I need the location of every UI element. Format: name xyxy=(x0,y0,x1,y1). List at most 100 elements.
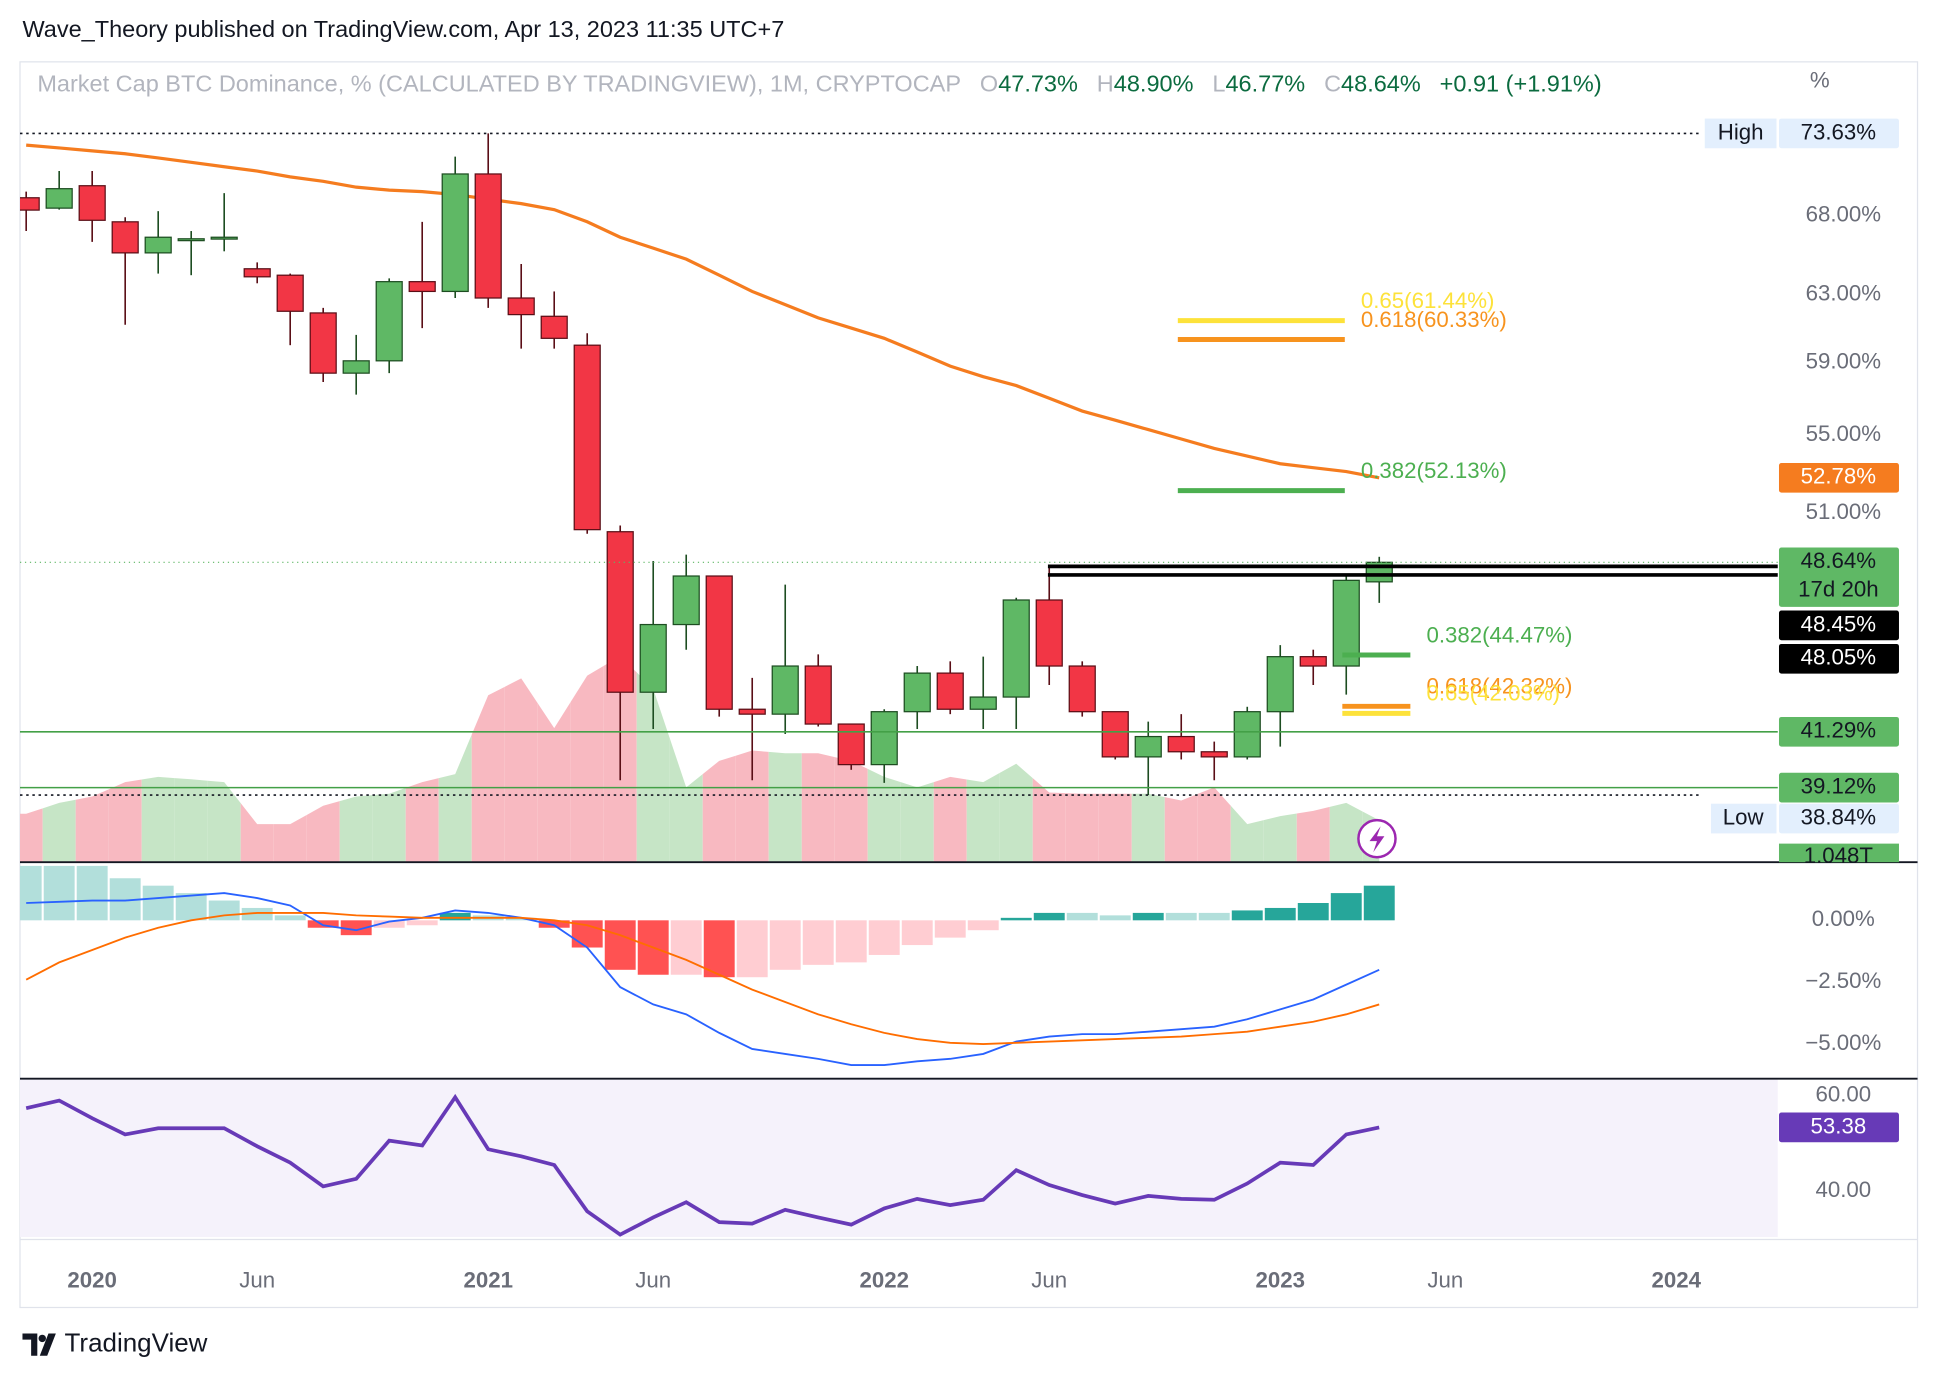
candle-body xyxy=(1233,711,1261,758)
price-tag: 48.64% xyxy=(1801,548,1876,573)
macd-histogram-bar xyxy=(1033,912,1065,921)
volume-area xyxy=(141,776,175,863)
axis-unit: % xyxy=(1810,68,1830,93)
legend: Market Cap BTC Dominance, % (CALCULATED … xyxy=(37,71,1601,97)
x-tick-label: Jun xyxy=(1427,1267,1463,1292)
x-tick-label: Jun xyxy=(635,1267,671,1292)
support-tag-bg xyxy=(1778,772,1899,803)
low-tag: 38.84% xyxy=(1801,804,1876,829)
level-tag: 48.05% xyxy=(1801,645,1876,670)
volume-area xyxy=(570,665,604,863)
volume-area xyxy=(933,776,967,863)
candle-body xyxy=(870,711,898,766)
candle-body xyxy=(738,708,766,715)
macd-histogram-bar xyxy=(835,920,867,963)
volume-area xyxy=(306,801,340,863)
macd-histogram-bar xyxy=(769,920,801,970)
price-tag-bg xyxy=(1778,547,1899,607)
legend-value: 46.77% xyxy=(1225,71,1305,97)
rsi-band xyxy=(19,1078,1778,1237)
candle-body xyxy=(507,297,535,316)
volume-area xyxy=(1164,793,1198,863)
volume-area xyxy=(108,779,142,863)
low-tag-bg xyxy=(1778,803,1899,834)
publisher-line: Wave_Theory published on TradingView.com… xyxy=(22,16,784,42)
macd-histogram-bar xyxy=(439,912,471,921)
legend-title: Market Cap BTC Dominance, % (CALCULATED … xyxy=(37,71,961,97)
y-tick-label: 68.00% xyxy=(1806,202,1881,227)
candle-body xyxy=(573,344,601,531)
macd-histogram-bar xyxy=(1066,912,1098,921)
macd-line xyxy=(26,892,1380,1066)
signal-line xyxy=(25,911,1380,1045)
macd-histogram-bar xyxy=(142,885,174,921)
macd-histogram-bar xyxy=(934,920,966,938)
support-tag: 39.12% xyxy=(1801,774,1876,799)
volume-area xyxy=(504,678,538,863)
macd-histogram-bar xyxy=(868,920,900,955)
x-tick-label: Jun xyxy=(1031,1267,1067,1292)
y-tick-label: 60.00 xyxy=(1815,1082,1871,1107)
ma-tag: 52.78% xyxy=(1801,464,1876,489)
fib-label: 0.618(42.32%) xyxy=(1426,674,1572,699)
low-tag-bg xyxy=(1710,803,1777,834)
high-tag-bg xyxy=(1778,118,1899,149)
macd-histogram-bar xyxy=(1363,885,1395,921)
x-tick-label: 2024 xyxy=(1652,1267,1702,1292)
high-tag: 73.63% xyxy=(1801,119,1876,144)
volume-area xyxy=(834,757,868,863)
volume-tag: 1.048T xyxy=(1804,843,1874,868)
volume-area xyxy=(273,814,307,863)
x-tick-label: Jun xyxy=(239,1267,275,1292)
candle-body xyxy=(936,672,964,710)
legend-key: O xyxy=(980,71,998,97)
legend-key: H xyxy=(1097,71,1114,97)
volume-area xyxy=(75,789,109,863)
volume-area xyxy=(537,701,571,863)
macd-histogram-bar xyxy=(604,920,636,970)
rsi-tag: 53.38 xyxy=(1811,1113,1867,1138)
fib-label: 0.382(52.13%) xyxy=(1361,458,1507,483)
candle-body xyxy=(771,665,799,715)
high-tag-bg xyxy=(1704,118,1777,149)
volume-area xyxy=(339,795,373,863)
macd-histogram-bar xyxy=(670,920,702,975)
volume-area xyxy=(867,768,901,863)
candle-body xyxy=(111,221,139,254)
volume-area xyxy=(207,780,241,863)
candle-body xyxy=(1101,711,1129,758)
volume-area xyxy=(240,803,274,863)
countdown: 17d 20h xyxy=(1798,577,1878,602)
volume-area xyxy=(1032,778,1066,863)
candle-body xyxy=(177,238,205,242)
macd-histogram-bar xyxy=(1165,912,1197,921)
y-tick-label: 55.00% xyxy=(1806,421,1881,446)
candle-body xyxy=(1068,665,1096,713)
volume-area xyxy=(636,672,670,863)
candle-body xyxy=(144,236,172,254)
macd-histogram-bar xyxy=(505,917,537,921)
plot-area xyxy=(19,133,1395,1237)
level-tag-bg xyxy=(1778,610,1899,641)
x-tick-label: 2020 xyxy=(67,1267,117,1292)
macd-histogram-bar xyxy=(1231,910,1263,921)
candle-body xyxy=(342,360,370,374)
volume-area xyxy=(19,808,43,863)
y-tick-label: 0.00% xyxy=(1812,906,1875,931)
candle-body xyxy=(1200,751,1228,758)
x-tick-label: 2022 xyxy=(859,1267,908,1292)
volume-tag-bg xyxy=(1778,843,1899,863)
candle-body xyxy=(309,312,337,374)
candle-body xyxy=(540,315,568,339)
macd-histogram-bar xyxy=(307,920,339,928)
candle-body xyxy=(1002,599,1030,698)
macd-histogram-bar xyxy=(802,920,834,965)
legend-key: C xyxy=(1324,71,1341,97)
candle-body xyxy=(804,665,832,725)
volume-area xyxy=(1065,793,1099,863)
candle-body xyxy=(903,672,931,713)
macd-histogram-bar xyxy=(406,920,438,926)
macd-histogram-bar xyxy=(43,865,75,921)
brand-name: TradingView xyxy=(65,1327,208,1357)
